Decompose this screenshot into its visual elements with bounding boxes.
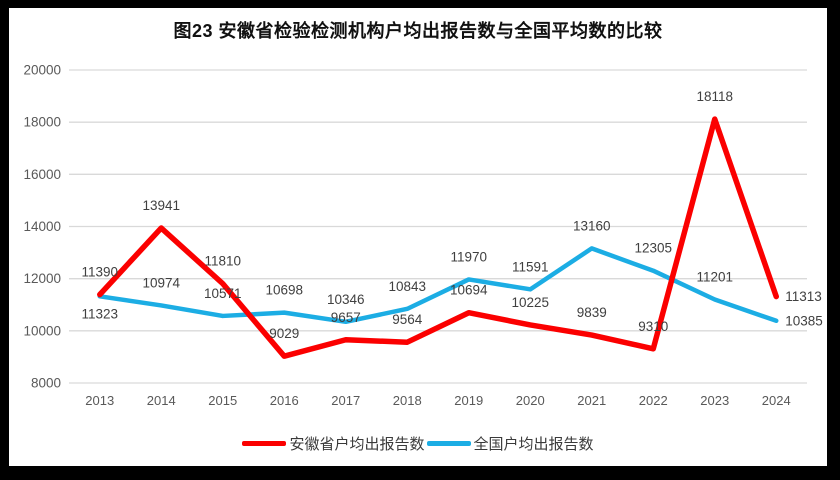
data-label: 11201 [696, 270, 733, 285]
x-axis-tick-label: 2013 [85, 393, 114, 408]
data-label: 10974 [142, 275, 180, 290]
x-axis-tick-label: 2020 [516, 393, 545, 408]
data-label: 10346 [327, 292, 365, 307]
y-axis-tick-label: 10000 [23, 323, 61, 338]
y-axis-tick-label: 20000 [23, 63, 61, 78]
data-label: 9839 [577, 305, 607, 320]
chart-canvas: 图23 安徽省检验检测机构户均出报告数与全国平均数的比较 8000 10000 12… [9, 8, 827, 466]
data-label: 9657 [331, 310, 361, 325]
data-label: 13941 [142, 198, 180, 213]
x-axis-tick-label: 2019 [454, 393, 483, 408]
data-label: 10225 [511, 295, 549, 310]
x-axis-tick-label: 2022 [639, 393, 668, 408]
x-axis-tick-label: 2021 [577, 393, 606, 408]
y-axis-tick-label: 14000 [23, 219, 61, 234]
data-label: 9310 [638, 319, 668, 334]
data-label: 11970 [450, 249, 487, 264]
data-label: 18118 [696, 89, 733, 104]
chart-title: 图23 安徽省检验检测机构户均出报告数与全国平均数的比较 [173, 21, 663, 41]
data-label: 12305 [634, 241, 672, 256]
data-label: 10694 [450, 283, 488, 298]
legend-item-anhui: 安徽省户均出报告数 [242, 433, 425, 454]
data-label: 10385 [785, 313, 823, 328]
anhui-series-swatch-icon [242, 440, 287, 446]
x-axis-tick-label: 2015 [208, 393, 237, 408]
x-axis-tick-label: 2023 [700, 393, 729, 408]
data-label: 10571 [204, 286, 242, 301]
x-axis-tick-label: 2016 [270, 393, 299, 408]
data-label: 11810 [204, 254, 241, 269]
national-series-swatch-icon [426, 440, 471, 446]
legend-item-national: 全国户均出报告数 [426, 433, 594, 454]
anhui-series-line [97, 116, 779, 359]
data-label: 11323 [81, 306, 118, 321]
y-axis-tick-label: 16000 [23, 167, 61, 182]
y-axis-tick-label: 18000 [23, 115, 61, 130]
chart-legend: 安徽省户均出报告数 全国户均出报告数 [9, 432, 827, 454]
data-label: 10843 [388, 279, 426, 294]
legend-label-national: 全国户均出报告数 [473, 435, 594, 453]
data-label: 11591 [512, 259, 549, 274]
line-chart-plot-area: 8000 10000 12000 14000 16000 18000 20000 2013 20… [23, 63, 823, 409]
x-axis-tick-label: 2014 [147, 393, 176, 408]
data-label: 13160 [573, 218, 611, 233]
data-label: 11313 [785, 289, 822, 304]
national-series-line [97, 246, 779, 325]
y-axis-tick-label: 12000 [23, 271, 61, 286]
data-label: 9564 [392, 312, 423, 327]
x-axis-tick-label: 2024 [762, 393, 791, 408]
data-label: 10698 [265, 283, 303, 298]
x-axis-tick-label: 2018 [393, 393, 422, 408]
data-label: 11390 [81, 265, 118, 280]
y-axis-tick-label: 8000 [31, 376, 61, 391]
legend-label-anhui: 安徽省户均出报告数 [289, 435, 425, 453]
x-axis-tick-label: 2017 [331, 393, 360, 408]
data-label: 9029 [269, 326, 299, 341]
